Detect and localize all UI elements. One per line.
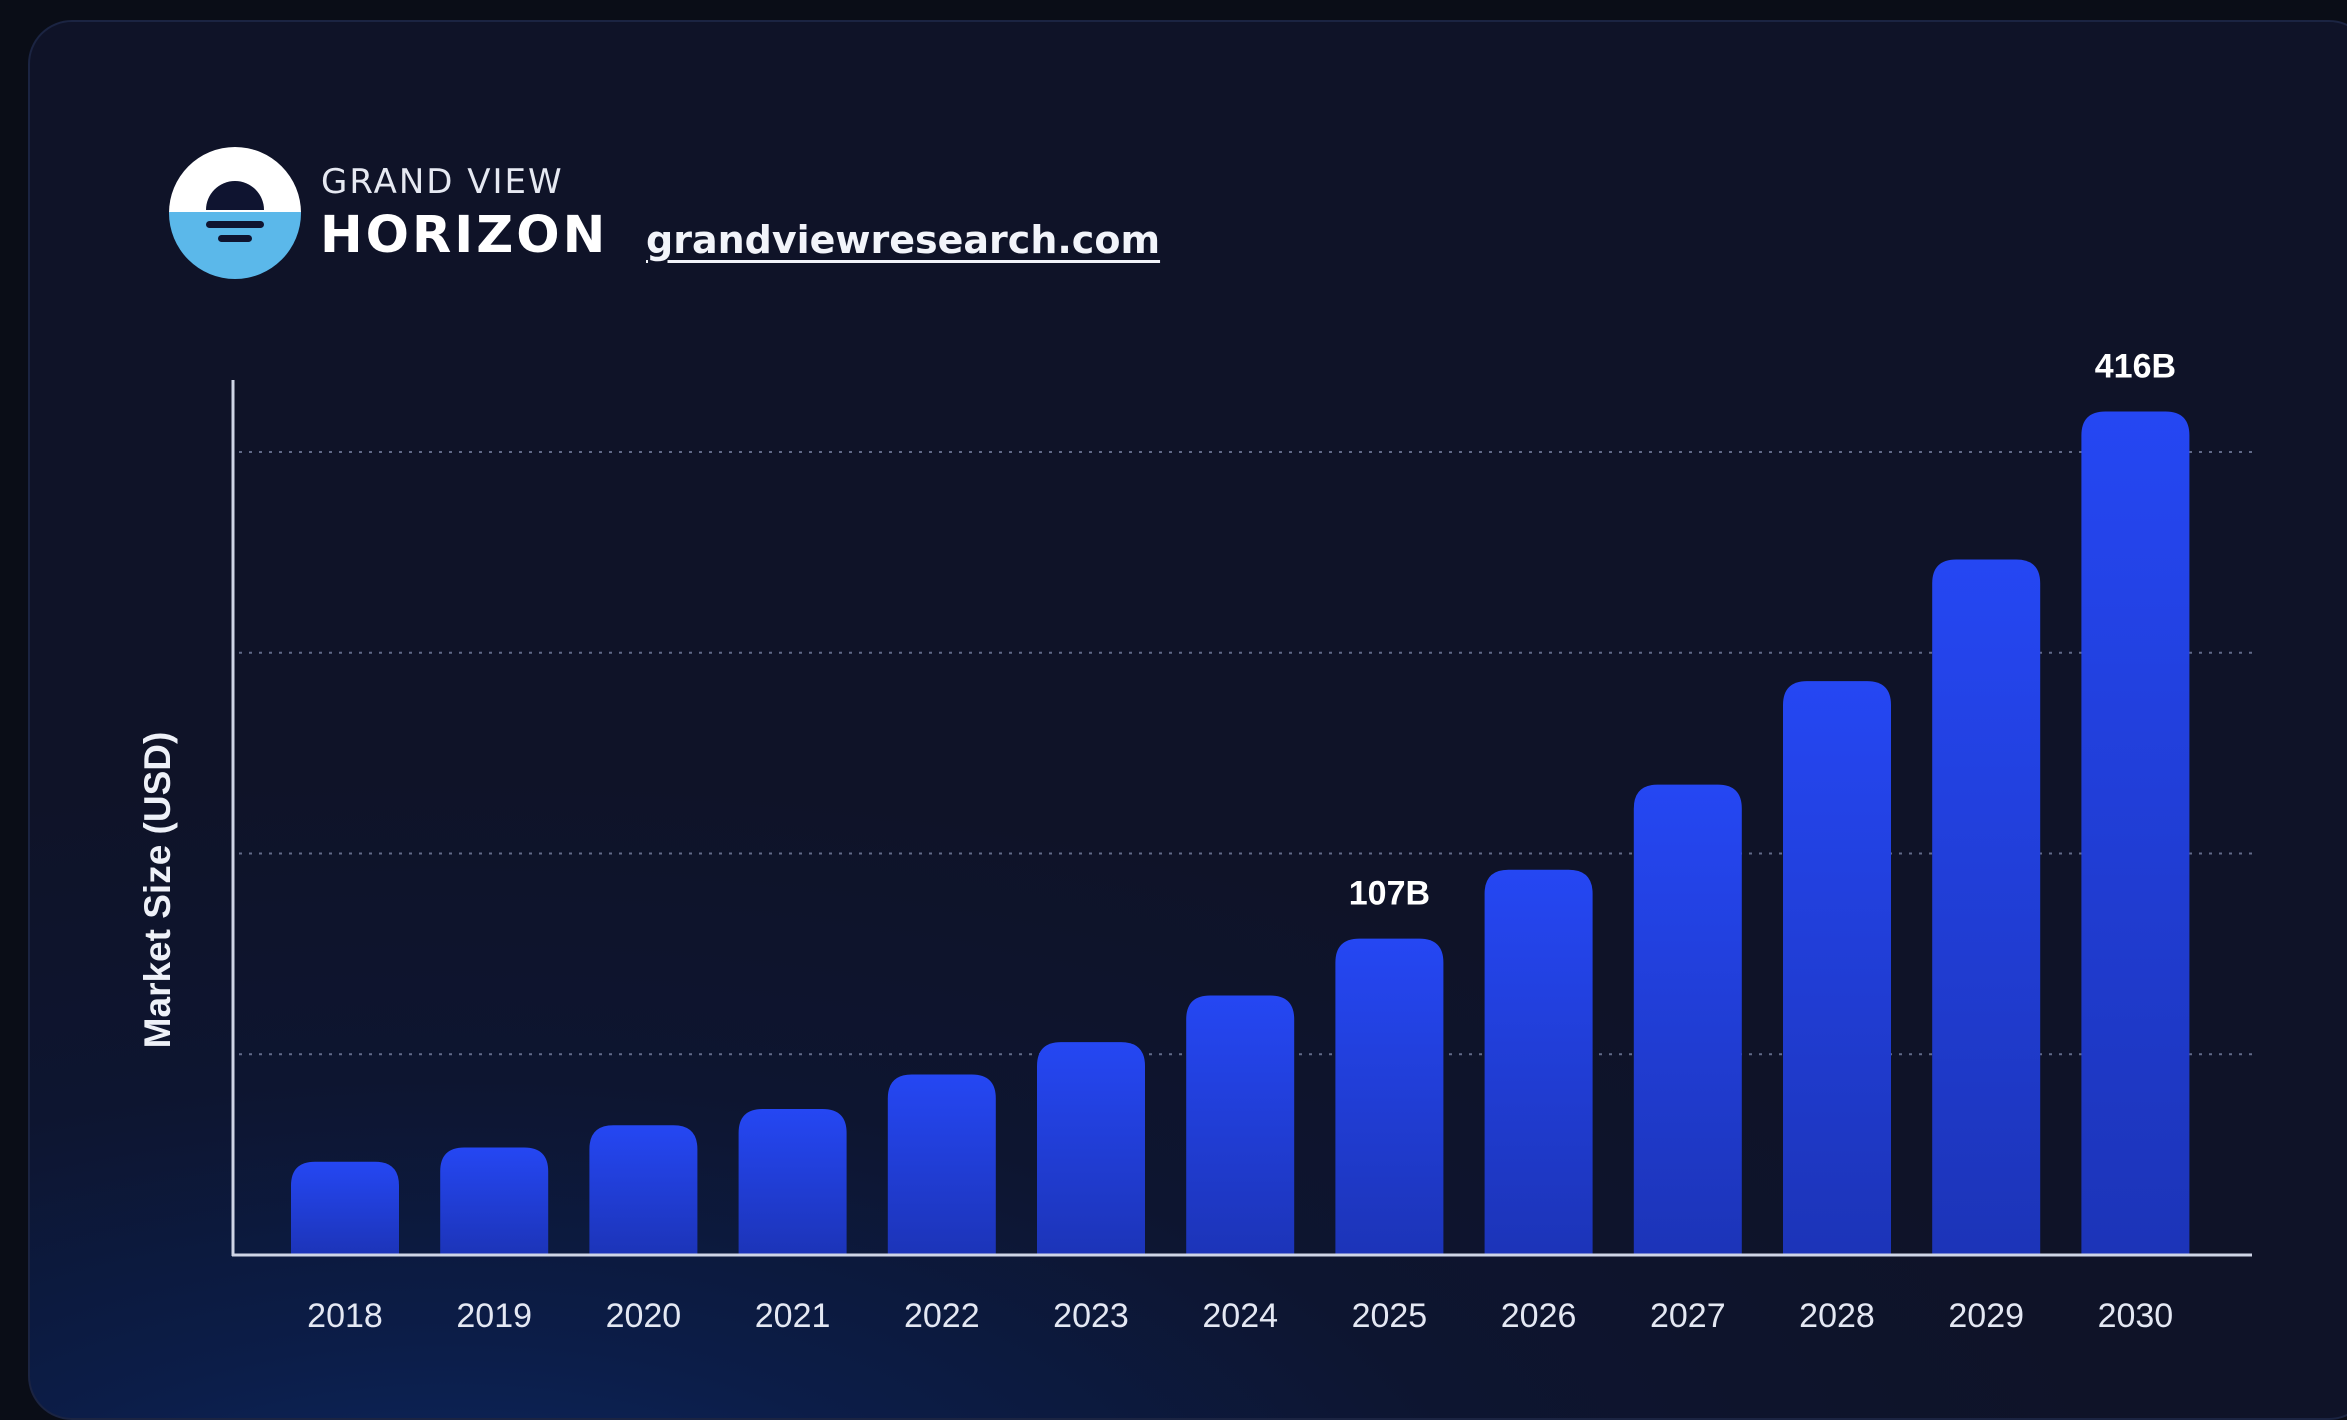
bar-2020 [589, 1125, 698, 1255]
bar-2027 [1633, 784, 1742, 1255]
x-tick-label: 2020 [606, 1297, 682, 1335]
data-label: 107B [1349, 875, 1430, 913]
bar-2023 [1037, 1042, 1145, 1255]
bar-2022 [887, 1074, 996, 1255]
x-tick-label: 2018 [307, 1297, 383, 1335]
y-axis-label: Market Size (USD) [137, 731, 178, 1049]
bar-2025 [1335, 938, 1444, 1255]
x-tick-label: 2019 [456, 1297, 532, 1335]
x-tick-label: 2025 [1352, 1297, 1428, 1335]
website-link[interactable]: grandviewresearch.com [646, 218, 1161, 262]
bar-chart: 2018 2019 2020 2021 2022 2023 2024 2025 2026 2027… [231, 347, 2252, 1335]
x-tick-label: 2029 [1948, 1297, 2024, 1335]
bar-2029 [1932, 559, 2041, 1255]
x-tick-label: 2023 [1053, 1297, 1129, 1335]
brand-name-line2: HORIZON [320, 206, 609, 265]
grand-view-horizon-logo-icon [169, 147, 301, 279]
x-tick-label: 2022 [904, 1297, 980, 1335]
x-tick-label: 2030 [2098, 1297, 2174, 1335]
bar-2028 [1783, 681, 1891, 1255]
bar-2024 [1186, 995, 1295, 1255]
brand-name-line1: GRAND VIEW [321, 162, 564, 202]
bar-2021 [738, 1109, 847, 1255]
x-tick-label: 2024 [1202, 1297, 1278, 1335]
bar-2026 [1484, 869, 1593, 1255]
bar-2018 [291, 1161, 399, 1255]
x-tick-label: 2028 [1799, 1297, 1875, 1335]
bar-2019 [440, 1147, 549, 1255]
bar-2030 [2081, 411, 2190, 1255]
chart-card: GRAND VIEW HORIZON grandviewresearch.com… [28, 20, 2347, 1420]
x-tick-label: 2026 [1501, 1297, 1577, 1335]
x-tick-label: 2021 [755, 1297, 831, 1335]
x-tick-label: 2027 [1650, 1297, 1726, 1335]
data-label: 416B [2095, 347, 2176, 385]
